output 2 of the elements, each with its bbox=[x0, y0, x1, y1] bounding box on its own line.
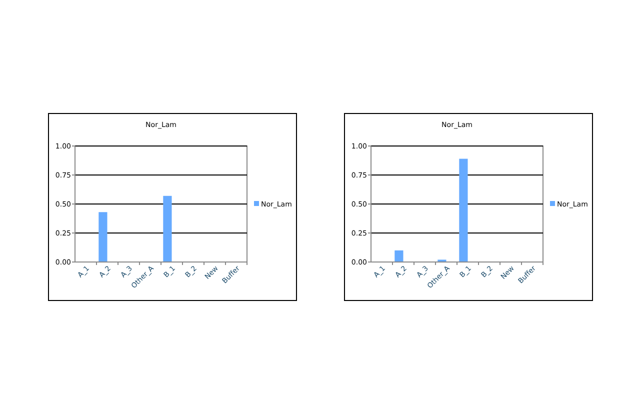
bar bbox=[394, 250, 404, 262]
bar bbox=[459, 158, 468, 262]
